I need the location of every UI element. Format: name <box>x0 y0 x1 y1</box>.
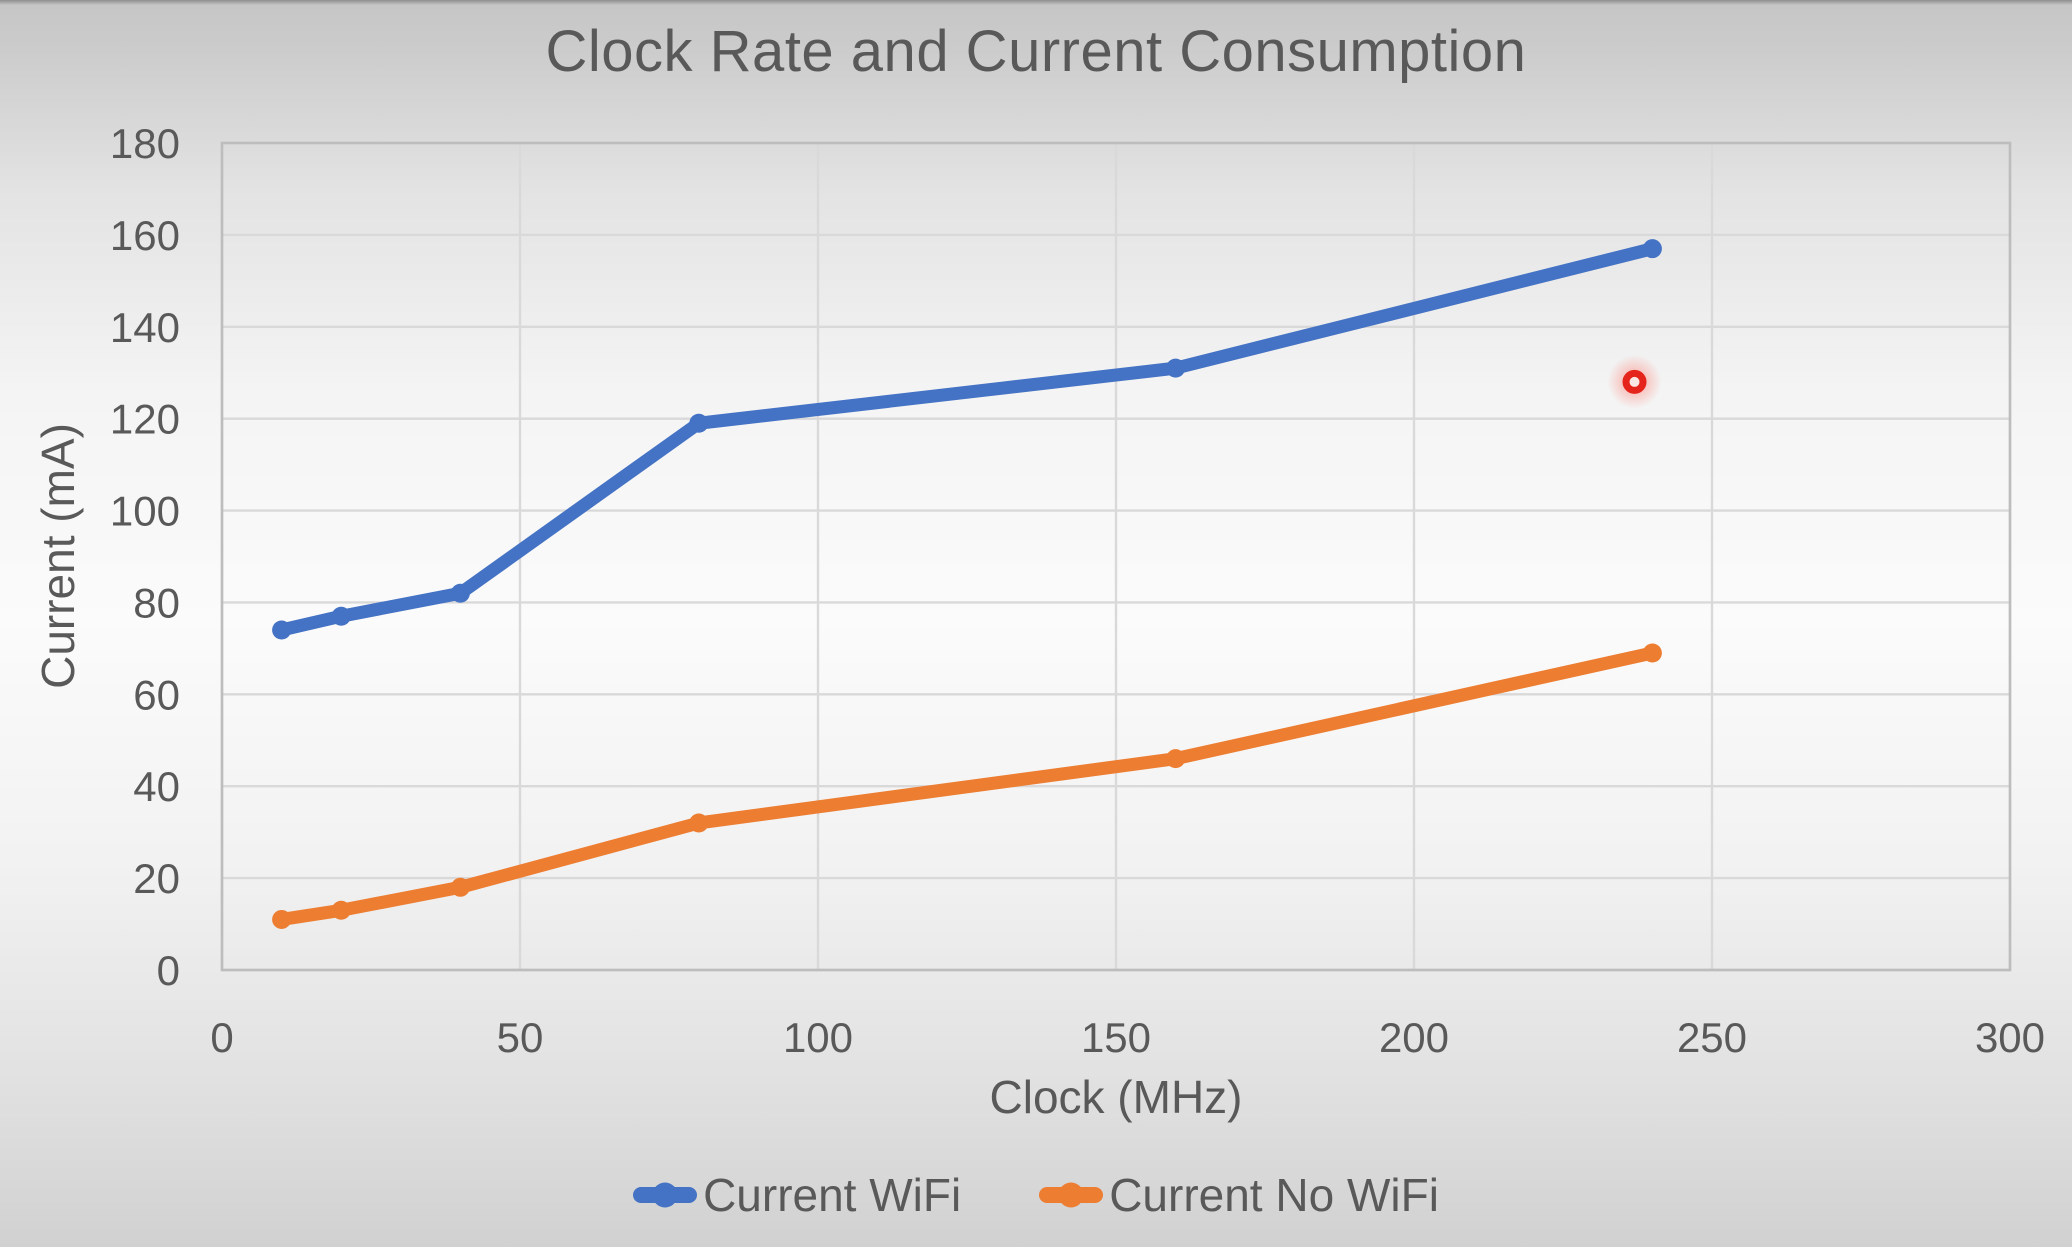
legend-label-current-no-wifi: Current No WiFi <box>1109 1169 1439 1221</box>
legend-marker-current-no-wifi-icon <box>1039 1182 1104 1208</box>
tick-label: 20 <box>133 855 180 902</box>
tick-label: 250 <box>1677 1014 1747 1061</box>
tick-label: 300 <box>1975 1014 2045 1061</box>
gridlines <box>220 141 2012 972</box>
tick-label: 160 <box>110 212 180 259</box>
tick-label: 80 <box>133 579 180 626</box>
data-point-marker <box>1642 239 1662 259</box>
tick-label: 150 <box>1081 1014 1151 1061</box>
legend-marker-dot-icon <box>1058 1182 1084 1208</box>
data-point-marker <box>331 606 351 626</box>
data-point-marker <box>450 583 470 603</box>
plot-border-rect <box>220 141 2012 972</box>
series-line-1 <box>275 646 1659 926</box>
data-point-marker <box>450 877 470 897</box>
tick-label: 100 <box>110 488 180 535</box>
data-point-marker <box>331 900 351 920</box>
data-point-marker <box>689 413 709 433</box>
data-point-marker <box>1166 749 1186 769</box>
tick-labels: 0 20 40 60 80 100 120 140 160 180 0 50 100 150 200 250 3… <box>110 120 2045 1061</box>
laser-dot-ring <box>1622 369 1647 394</box>
tick-label: 120 <box>110 396 180 443</box>
data-point-marker <box>272 909 292 929</box>
legend-label-current-wifi: Current WiFi <box>703 1169 962 1221</box>
legend: Current WiFi Current No WiFi <box>0 1168 2072 1222</box>
plot-border <box>220 141 2012 972</box>
data-point-marker <box>1166 358 1186 378</box>
tick-label: 180 <box>110 120 180 167</box>
x-axis-title: Clock (MHz) <box>989 1071 1243 1123</box>
tick-label: 0 <box>157 947 180 994</box>
series-line-0 <box>275 242 1659 637</box>
legend-item-current-no-wifi: Current No WiFi <box>1039 1168 1439 1222</box>
data-point-marker <box>1642 643 1662 663</box>
legend-item-current-wifi: Current WiFi <box>633 1168 961 1222</box>
data-point-marker <box>689 813 709 833</box>
tick-label: 140 <box>110 304 180 351</box>
tick-label: 100 <box>783 1014 853 1061</box>
laser-pointer-dot <box>1607 354 1662 409</box>
series-lines <box>272 239 1662 929</box>
data-point-marker <box>272 620 292 640</box>
legend-marker-dot-icon <box>652 1182 678 1208</box>
chart-title: Clock Rate and Current Consumption <box>545 19 1527 84</box>
tick-label: 50 <box>497 1014 544 1061</box>
tick-label: 0 <box>210 1014 233 1061</box>
legend-marker-current-wifi-icon <box>633 1182 698 1208</box>
tick-label: 60 <box>133 671 180 718</box>
tick-label: 200 <box>1379 1014 1449 1061</box>
tick-label: 40 <box>133 763 180 810</box>
